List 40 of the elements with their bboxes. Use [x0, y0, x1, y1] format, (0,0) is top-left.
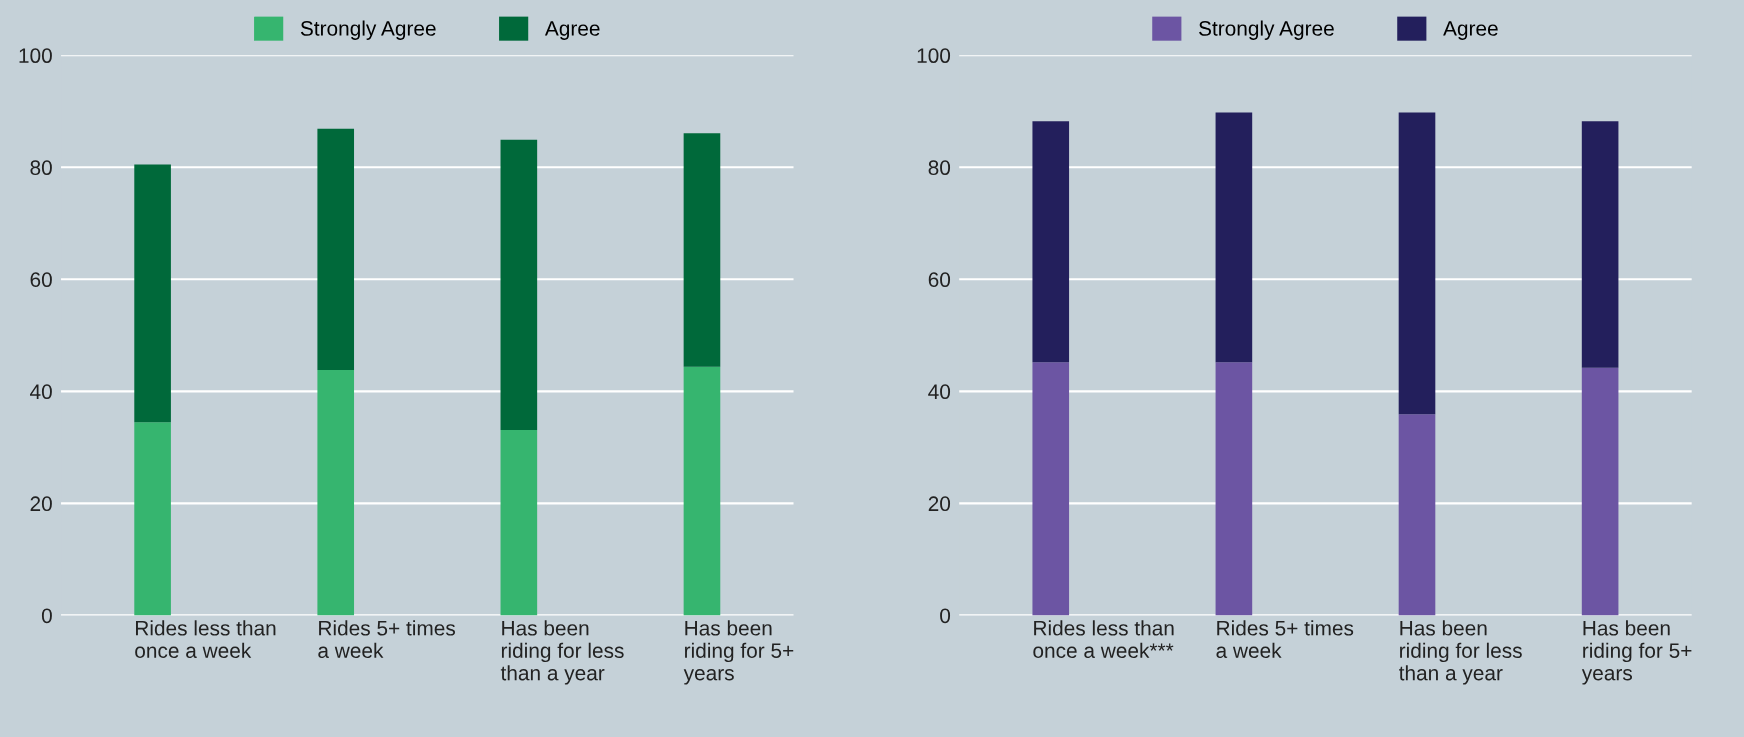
x-tick-label: Has been riding for 5+ years [683, 620, 794, 685]
x-tick-label: Rides 5+ times a week [1216, 620, 1354, 658]
y-tick-label: 80 [30, 160, 52, 176]
y-tick-label: 40 [928, 384, 951, 400]
x-tick-label: Rides less than once a week [135, 620, 276, 658]
bar [1581, 121, 1619, 368]
bar [1581, 367, 1619, 616]
y-tick-label: 60 [30, 272, 52, 288]
bar [1215, 112, 1253, 363]
bar [500, 430, 538, 616]
x-tick-label: Has been riding for less than a year [500, 620, 624, 685]
bar [317, 370, 355, 616]
legend-label: Strongly Agree [300, 20, 436, 40]
legend-label: Agree [1443, 21, 1498, 40]
bar [683, 133, 721, 367]
bar [1032, 121, 1070, 363]
y-tick-label: 20 [30, 496, 52, 512]
bar [1215, 362, 1253, 616]
bar [683, 366, 721, 616]
y-tick-label: 0 [41, 608, 52, 624]
x-tick-label: Has been riding for less than a year [1399, 620, 1522, 685]
y-tick-label: 80 [928, 160, 951, 176]
bar [1398, 112, 1436, 415]
y-tick-label: 0 [940, 608, 951, 624]
bar [134, 422, 171, 616]
bar [317, 128, 355, 371]
bar [1032, 362, 1070, 616]
y-tick-label: 60 [928, 272, 951, 288]
y-tick-label: 100 [917, 48, 951, 64]
y-tick-label: 40 [30, 384, 52, 400]
x-tick-label: Rides 5+ times a week [318, 620, 456, 658]
x-tick-label: Has been riding for 5+ years [1581, 620, 1692, 685]
bar [500, 139, 538, 430]
bar [134, 164, 171, 423]
legend-label: Agree [544, 21, 600, 40]
y-tick-label: 100 [19, 48, 52, 64]
bar [1398, 414, 1436, 616]
y-tick-label: 20 [928, 496, 951, 512]
x-tick-label: Rides less than once a week*** [1033, 620, 1174, 658]
legend-label: Strongly Agree [1199, 20, 1334, 40]
